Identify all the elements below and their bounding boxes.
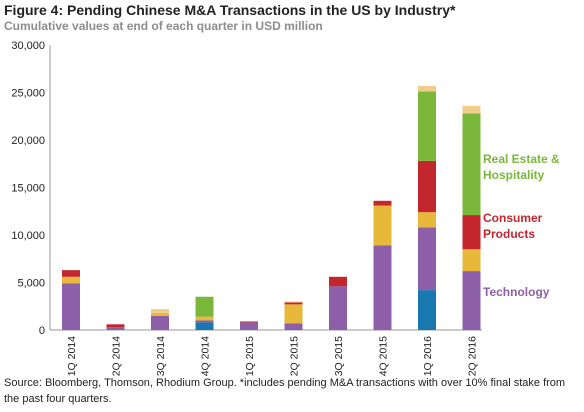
bar-segment-green	[418, 91, 436, 161]
x-tick-label: 2Q 2016	[467, 336, 479, 376]
x-tick-label: 2Q 2015	[289, 336, 301, 376]
y-tick-label: 15,000	[11, 183, 45, 195]
bar-segment-purple	[195, 320, 214, 323]
bar-segment-purple	[329, 286, 347, 330]
bar-segment-red	[373, 200, 392, 206]
bar-segment-yellow	[151, 312, 169, 316]
bar-segment-yellow	[462, 249, 481, 272]
x-tick-label: 2Q 2014	[111, 336, 123, 376]
bar-segment-purple	[284, 323, 303, 330]
legend-technology: Technology	[483, 285, 550, 299]
bar-segment-tan	[418, 85, 436, 92]
bar-segment-yellow	[62, 276, 80, 284]
bar-segment-purple	[418, 227, 436, 291]
bar-segment-yellow	[195, 316, 214, 321]
chart-subtitle: Cumulative values at end of each quarter…	[4, 19, 323, 33]
bar-segment-green	[195, 296, 214, 317]
x-tick-label: 4Q 2015	[378, 336, 390, 376]
bar-segment-purple	[151, 315, 169, 330]
bar-segment-red	[284, 302, 303, 305]
legend-real-estate: Real Estate & Hospitality	[483, 152, 560, 182]
x-tick-label: 1Q 2016	[422, 336, 434, 376]
bar-segment-tan	[462, 105, 481, 114]
bar-segment-green	[462, 113, 481, 216]
bar-segment-red	[240, 321, 258, 323]
source-note: Source: Bloomberg, Thomson, Rhodium Grou…	[4, 377, 566, 405]
y-tick-label: 20,000	[11, 135, 45, 147]
bar-segment-yellow	[284, 304, 303, 324]
bar-segment-red	[418, 160, 436, 213]
bar-segment-yellow	[373, 205, 392, 246]
x-tick-label: 1Q 2015	[244, 336, 256, 376]
bar-segment-red	[62, 270, 80, 277]
bar-segment-purple	[462, 271, 481, 330]
bar-segment-purple	[106, 327, 125, 330]
bar-segment-blue	[195, 322, 214, 330]
y-tick-label: 0	[39, 325, 45, 337]
y-tick-label: 5,000	[17, 278, 45, 290]
y-tick-label: 30,000	[11, 40, 45, 52]
x-tick-label: 4Q 2014	[200, 336, 212, 376]
x-tick-label: 1Q 2014	[66, 336, 78, 376]
bar-segment-red	[106, 324, 125, 328]
x-tick-label: 3Q 2015	[333, 336, 345, 376]
bar-segment-purple	[373, 245, 392, 330]
bar-segment-purple	[62, 283, 80, 330]
x-tick-label: 3Q 2014	[155, 336, 167, 376]
bar-segment-red	[329, 276, 347, 287]
bar-segment-purple	[240, 322, 258, 330]
bar-segment-tan	[151, 309, 169, 313]
bar-segment-red	[462, 215, 481, 250]
bar-segment-yellow	[418, 212, 436, 228]
bar-segment-blue	[418, 290, 436, 330]
y-tick-label: 10,000	[11, 230, 45, 242]
bar-segment-tan	[284, 301, 303, 303]
chart-title: Figure 4: Pending Chinese M&A Transactio…	[4, 2, 456, 18]
legend-consumer-products: Consumer Products	[483, 211, 543, 241]
y-tick-label: 25,000	[11, 88, 45, 100]
